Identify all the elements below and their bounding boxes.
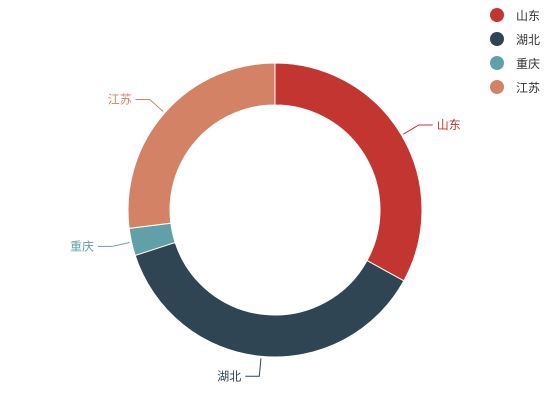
chart-legend: 山东 湖北 重庆 江苏 [490, 3, 550, 99]
slice-label-jiangsu: 江苏 [108, 93, 132, 107]
leader-line-shandong [402, 124, 433, 135]
legend-item-jiangsu[interactable]: 江苏 [490, 75, 550, 99]
legend-marker-jiangsu [490, 80, 504, 94]
slice-shandong[interactable] [274, 62, 423, 282]
legend-label: 重庆 [516, 56, 541, 71]
legend-marker-hubei [490, 32, 504, 46]
slice-label-hubei: 湖北 [217, 368, 241, 383]
leader-line-jiangsu [135, 99, 164, 112]
slice-label-chongqing: 重庆 [70, 239, 94, 253]
legend-label: 江苏 [516, 80, 541, 95]
slice-label-shandong: 山东 [437, 118, 461, 132]
legend-item-chongqing[interactable]: 重庆 [490, 51, 550, 75]
slice-jiangsu[interactable] [127, 62, 276, 229]
leader-line-chongqing [98, 242, 130, 247]
legend-label: 湖北 [516, 32, 541, 47]
leader-line-hubei [245, 358, 262, 377]
slice-hubei[interactable] [134, 241, 405, 358]
legend-item-hubei[interactable]: 湖北 [490, 27, 550, 51]
legend-label: 山东 [516, 8, 541, 23]
legend-marker-chongqing [490, 56, 504, 70]
legend-item-shandong[interactable]: 山东 [490, 3, 550, 27]
legend-marker-shandong [490, 8, 504, 22]
